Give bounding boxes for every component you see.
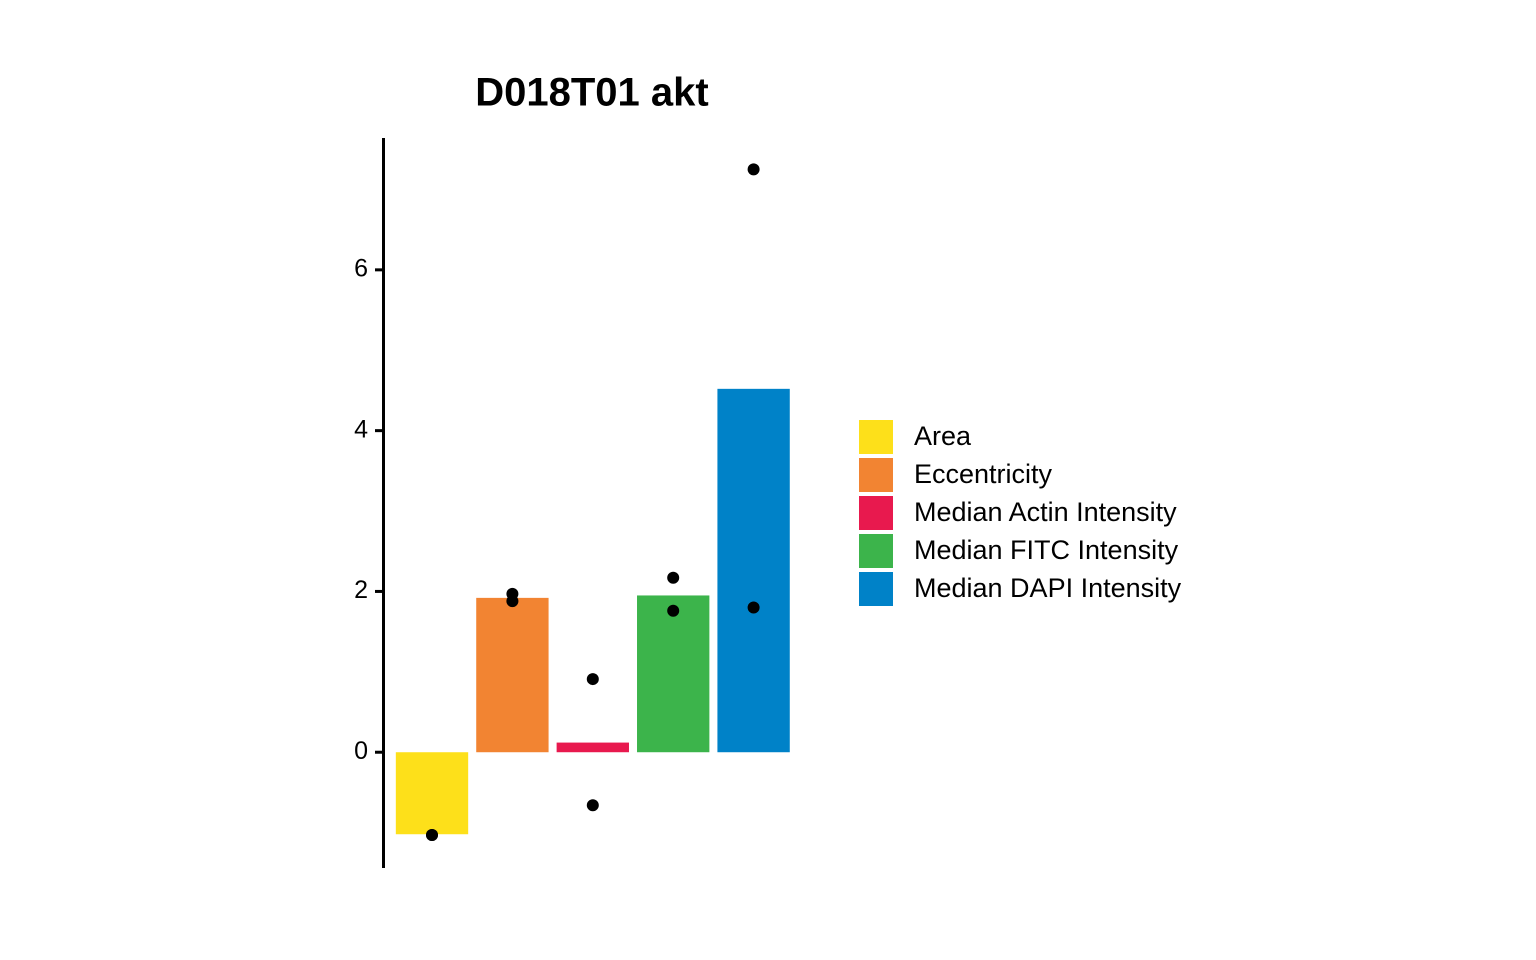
data-point bbox=[586, 673, 599, 686]
chart-title: D018T01 akt bbox=[475, 71, 708, 115]
legend-swatch bbox=[859, 572, 893, 606]
bar bbox=[476, 597, 549, 753]
bar bbox=[637, 595, 710, 753]
data-point bbox=[426, 829, 438, 842]
data-point bbox=[667, 571, 680, 584]
legend-swatch bbox=[859, 420, 893, 454]
y-tick-label: 2 bbox=[354, 576, 368, 604]
bar bbox=[395, 752, 469, 835]
legend-label: Eccentricity bbox=[914, 459, 1053, 489]
data-point bbox=[747, 601, 760, 614]
y-tick-label: 4 bbox=[354, 415, 368, 443]
legend-swatch bbox=[859, 534, 893, 568]
legend-label: Median DAPI Intensity bbox=[914, 573, 1182, 603]
bar bbox=[556, 742, 629, 753]
legend-swatch bbox=[859, 458, 893, 492]
data-point bbox=[747, 163, 760, 176]
legend-label: Median Actin Intensity bbox=[914, 497, 1177, 527]
data-point bbox=[506, 595, 519, 608]
data-point bbox=[586, 799, 599, 812]
legend-label: Median FITC Intensity bbox=[914, 535, 1179, 565]
legend-swatch bbox=[859, 496, 893, 530]
legend-label: Area bbox=[914, 421, 972, 451]
data-point bbox=[667, 604, 680, 617]
y-tick-label: 6 bbox=[354, 254, 368, 282]
bar bbox=[717, 388, 790, 753]
y-tick-label: 0 bbox=[354, 737, 368, 765]
